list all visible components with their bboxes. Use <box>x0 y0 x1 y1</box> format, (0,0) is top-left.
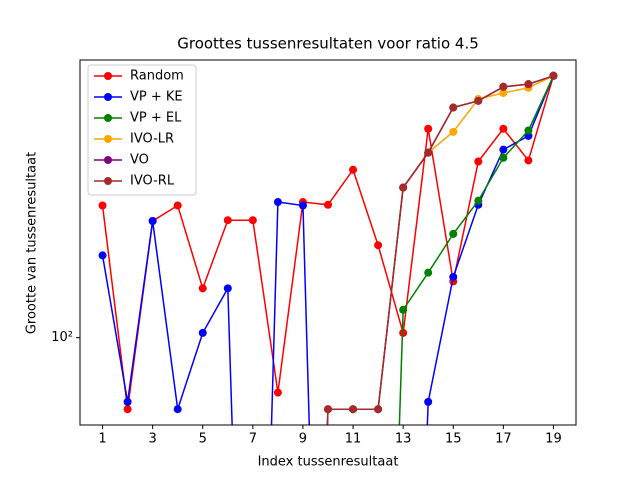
x-tick-label: 15 <box>445 432 462 447</box>
marker <box>449 272 458 281</box>
marker <box>399 328 408 337</box>
x-tick-label: 13 <box>395 432 412 447</box>
legend-marker <box>104 177 112 185</box>
x-tick-label: 11 <box>345 432 362 447</box>
marker <box>298 201 307 210</box>
marker <box>374 241 383 250</box>
marker <box>223 284 232 293</box>
chart-title: Groottes tussenresultaten voor ratio 4.5 <box>177 35 479 53</box>
marker <box>424 148 433 157</box>
marker <box>123 405 132 414</box>
marker <box>449 127 458 136</box>
marker <box>399 183 408 192</box>
legend-label: VP + KE <box>130 90 183 105</box>
marker <box>424 397 433 406</box>
legend-label: Random <box>130 69 184 84</box>
x-tick-label: 7 <box>249 432 257 447</box>
marker <box>499 124 508 133</box>
marker <box>499 145 508 154</box>
y-axis-label: Grootte van tussenresultaat <box>25 152 40 334</box>
marker <box>449 103 458 112</box>
marker <box>273 388 282 397</box>
legend-marker <box>104 156 112 164</box>
marker <box>173 405 182 414</box>
marker <box>248 216 257 225</box>
x-tick-label: 5 <box>199 432 207 447</box>
y-tick-label: 10² <box>51 330 73 345</box>
marker <box>449 229 458 238</box>
marker <box>349 405 358 414</box>
plot-area <box>98 71 558 425</box>
legend-marker <box>104 93 112 101</box>
marker <box>524 126 533 135</box>
marker <box>98 201 107 210</box>
marker <box>374 405 383 414</box>
x-tick-label: 9 <box>299 432 307 447</box>
marker <box>399 305 408 314</box>
marker <box>424 124 433 133</box>
marker <box>474 196 483 205</box>
marker <box>499 82 508 91</box>
x-axis-label: Index tussenresultaat <box>258 455 399 470</box>
x-tick-label: 1 <box>98 432 106 447</box>
marker <box>223 216 232 225</box>
marker <box>474 96 483 105</box>
marker <box>549 71 558 80</box>
marker <box>198 284 207 293</box>
series-line <box>398 75 555 425</box>
x-tick-label: 19 <box>545 432 562 447</box>
legend-marker <box>104 114 112 122</box>
marker <box>324 405 332 414</box>
marker <box>349 165 358 174</box>
marker <box>424 268 433 277</box>
marker <box>173 201 182 210</box>
x-tick-label: 3 <box>149 432 157 447</box>
axes-frame <box>79 59 577 426</box>
legend-label: VP + EL <box>130 111 182 126</box>
marker <box>324 200 332 209</box>
marker <box>123 397 132 406</box>
legend-label: IVO-RL <box>130 174 175 189</box>
marker <box>198 328 207 337</box>
legend-label: VO <box>130 153 149 168</box>
legend-marker <box>104 72 112 80</box>
x-tick-label: 17 <box>495 432 512 447</box>
marker <box>148 217 157 226</box>
legend-label: IVO-LR <box>130 132 174 147</box>
legend-marker <box>104 135 112 143</box>
legend: Random VP + KE VP + EL IVO-LR VO IVO-RL <box>87 64 197 196</box>
marker <box>499 153 508 162</box>
marker <box>499 88 508 97</box>
marker <box>524 80 533 89</box>
marker <box>524 156 533 165</box>
marker <box>98 251 107 260</box>
marker <box>474 157 483 166</box>
marker <box>273 198 282 207</box>
